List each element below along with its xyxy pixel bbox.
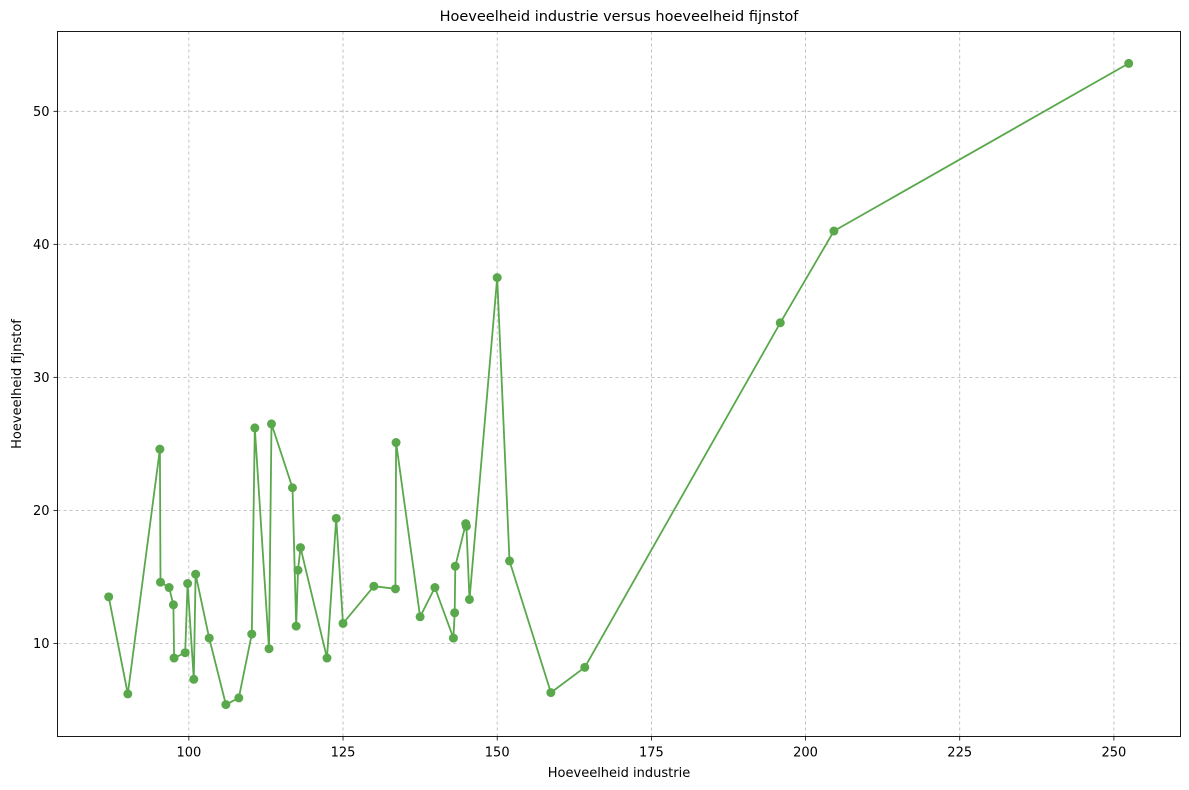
data-point <box>461 521 471 531</box>
y-tick-label: 30 <box>33 371 50 386</box>
x-tick-label: 250 <box>1101 746 1126 761</box>
data-point <box>448 633 458 643</box>
y-axis: 10 20 30 40 50 <box>33 105 58 652</box>
data-point <box>155 577 165 587</box>
data-point <box>180 648 190 658</box>
data-point <box>264 644 274 654</box>
data-point <box>430 583 440 593</box>
data-point <box>247 629 257 639</box>
data-point <box>293 565 303 575</box>
y-tick-label: 50 <box>33 105 50 120</box>
x-tick-label: 125 <box>331 746 356 761</box>
data-point <box>338 618 348 628</box>
data-point <box>250 423 260 433</box>
data-point <box>155 444 165 454</box>
data-point <box>204 633 214 643</box>
x-axis-label: Hoeveelheid industrie <box>548 766 690 781</box>
data-point <box>221 700 231 710</box>
data-point <box>291 621 301 631</box>
data-point <box>322 653 332 663</box>
data-point <box>415 612 425 622</box>
x-axis: 100 125 150 175 200 225 250 <box>176 736 1126 761</box>
data-point <box>492 273 502 283</box>
y-tick-label: 20 <box>33 504 50 519</box>
y-tick-label: 10 <box>33 637 50 652</box>
data-point <box>369 581 379 591</box>
y-tick-label: 40 <box>33 238 50 253</box>
data-point <box>104 592 114 602</box>
data-point <box>123 689 133 699</box>
data-point <box>505 556 515 566</box>
data-point <box>191 569 201 579</box>
data-point <box>168 600 178 610</box>
y-axis-label: Hoeveelheid fijnstof <box>10 319 25 449</box>
data-point <box>295 543 305 553</box>
data-point <box>390 584 400 594</box>
data-point <box>287 483 297 493</box>
data-point <box>189 674 199 684</box>
data-point <box>164 583 174 593</box>
data-point <box>266 419 276 429</box>
x-tick-label: 100 <box>176 746 201 761</box>
data-point <box>183 579 193 589</box>
x-tick-label: 200 <box>793 746 818 761</box>
chart-title: Hoeveelheid industrie versus hoeveelheid… <box>440 9 800 25</box>
data-point <box>580 662 590 672</box>
series-line <box>107 62 1130 706</box>
data-point <box>391 438 401 448</box>
data-point <box>450 608 460 618</box>
grid <box>57 31 1181 737</box>
data-point <box>234 693 244 703</box>
data-point <box>450 561 460 571</box>
data-point <box>331 513 341 523</box>
point-series <box>104 58 1134 710</box>
line-series <box>107 62 1130 706</box>
x-tick-label: 225 <box>947 746 972 761</box>
x-tick-label: 150 <box>485 746 510 761</box>
x-tick-label: 175 <box>639 746 664 761</box>
data-point <box>546 688 556 698</box>
data-point <box>169 653 179 663</box>
data-point <box>775 318 785 328</box>
data-point <box>464 594 474 604</box>
data-point <box>829 226 839 236</box>
plot-frame <box>57 31 1181 737</box>
data-point <box>1124 58 1134 68</box>
